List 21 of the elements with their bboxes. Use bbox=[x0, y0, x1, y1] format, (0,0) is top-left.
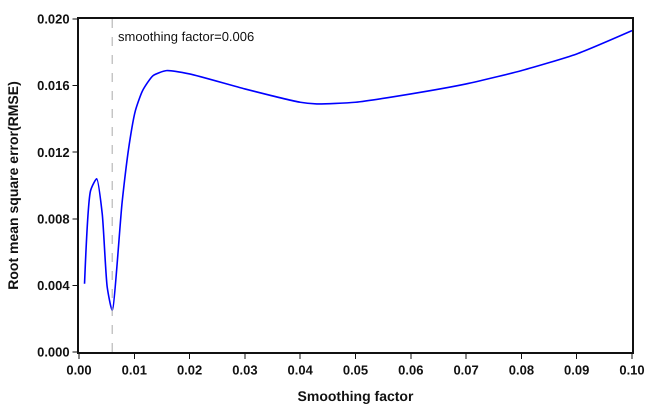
x-tick-label: 0.08 bbox=[508, 362, 534, 378]
x-tick-label: 0.06 bbox=[398, 362, 424, 378]
y-tick-label: 0.008 bbox=[37, 211, 70, 226]
x-tick-label: 0.05 bbox=[342, 362, 368, 378]
y-tick-label: 0.004 bbox=[37, 278, 70, 293]
x-tick-label: 0.04 bbox=[288, 362, 314, 378]
x-tick-label: 0.00 bbox=[66, 362, 92, 378]
x-tick-label: 0.01 bbox=[122, 362, 147, 378]
x-axis-title: Smoothing factor bbox=[298, 388, 414, 404]
x-tick-label: 0.10 bbox=[619, 362, 645, 378]
y-tick-label: 0.020 bbox=[37, 12, 70, 27]
x-tick-label: 0.07 bbox=[453, 362, 479, 378]
y-axis-title: Root mean square error(RMSE) bbox=[5, 81, 22, 290]
y-tick-label: 0.000 bbox=[37, 344, 70, 360]
x-tick-label: 0.09 bbox=[564, 362, 590, 378]
x-tick-label: 0.02 bbox=[176, 362, 202, 378]
y-tick-label: 0.016 bbox=[37, 78, 70, 94]
y-tick-label: 0.012 bbox=[37, 144, 70, 160]
x-tick-label: 0.03 bbox=[232, 362, 258, 378]
line-series bbox=[84, 30, 632, 312]
ref-line-label: smoothing factor=0.006 bbox=[118, 29, 254, 44]
